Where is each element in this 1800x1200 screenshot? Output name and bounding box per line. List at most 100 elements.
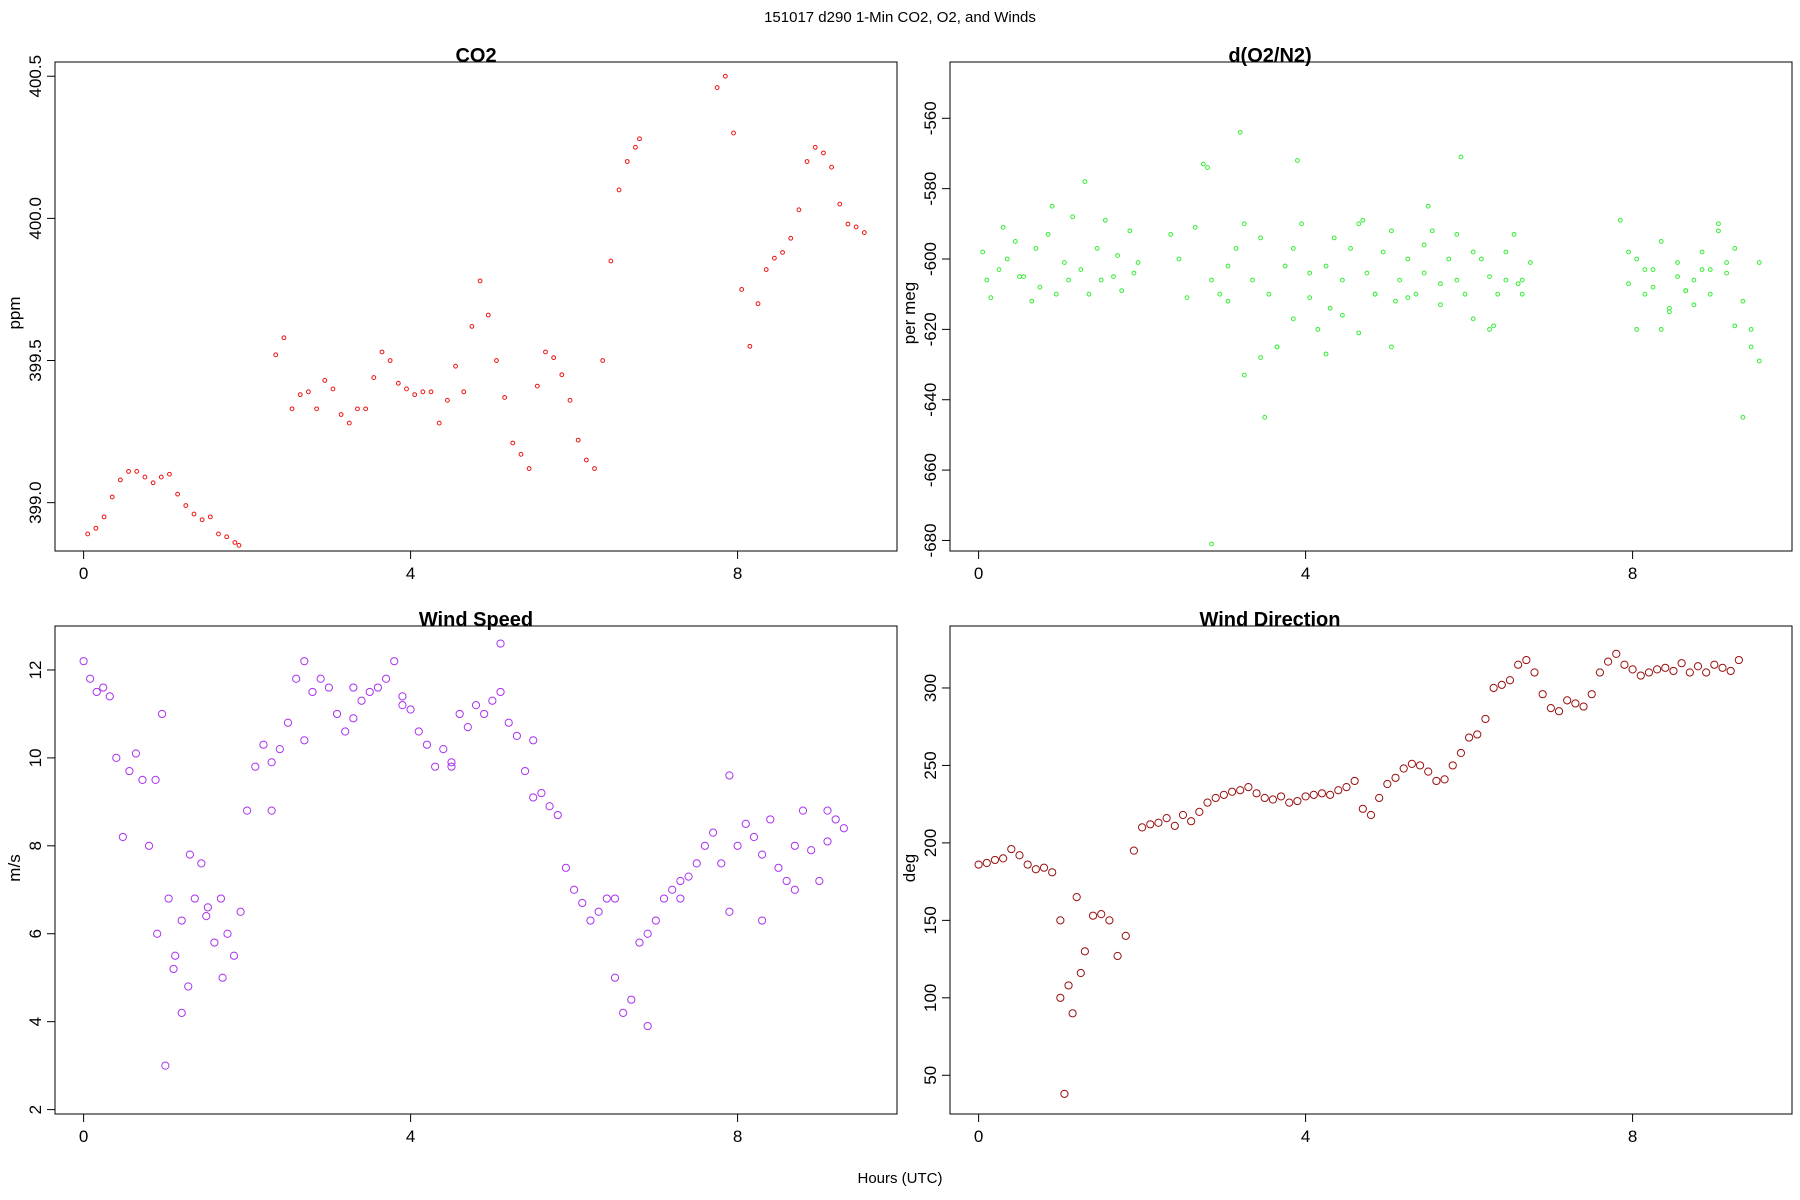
data-point (1358, 804, 1367, 813)
data-point (455, 709, 464, 719)
data-point (469, 324, 475, 329)
data-point (1495, 291, 1501, 297)
data-point (1033, 246, 1039, 251)
data-point (619, 1008, 628, 1017)
data-point (480, 709, 489, 719)
data-point (1082, 179, 1088, 185)
data-point (1088, 911, 1098, 920)
data-point (316, 674, 325, 683)
data-point (1000, 224, 1006, 230)
data-point (692, 859, 701, 868)
data-point (203, 903, 212, 912)
y-tick-label: -620 (921, 312, 940, 346)
data-point (387, 358, 393, 363)
data-point (1070, 214, 1076, 220)
data-point (398, 692, 407, 701)
data-point (1438, 302, 1443, 308)
data-point (1217, 291, 1223, 297)
data-point (1748, 326, 1754, 332)
data-point (1301, 792, 1310, 801)
data-point (1241, 221, 1247, 227)
data-point (210, 938, 219, 947)
data-point (1209, 541, 1214, 547)
data-point (1756, 358, 1762, 364)
data-point (796, 207, 802, 213)
data-point (251, 762, 260, 771)
data-point (431, 762, 440, 771)
data-point (283, 718, 293, 727)
data-point (537, 788, 546, 798)
data-point (1650, 284, 1656, 290)
data-point (1661, 663, 1670, 672)
data-point (1031, 865, 1040, 874)
data-point (1375, 793, 1384, 803)
data-point (338, 412, 344, 417)
data-point (739, 287, 745, 292)
x-tick-label: 0 (974, 564, 983, 583)
data-point (1045, 231, 1051, 237)
data-point (1121, 931, 1130, 940)
data-point (1669, 666, 1678, 676)
data-point (502, 395, 508, 400)
data-point (545, 802, 554, 811)
data-point (236, 542, 242, 548)
data-point (79, 657, 88, 666)
data-point (428, 389, 434, 395)
data-point (1056, 993, 1065, 1002)
data-point (1612, 649, 1621, 658)
data-point (733, 841, 742, 850)
plot-frame-wind-direction (949, 625, 1793, 1115)
data-point (561, 863, 571, 872)
panel-wind-direction: Wind Direction deg 0 4 8 50 100 150 200 250 300 (900, 609, 1793, 1146)
data-point (1530, 668, 1539, 677)
data-point (1102, 217, 1108, 223)
data-point (1064, 981, 1073, 990)
x-tick-label: 4 (1301, 1127, 1310, 1146)
panel-wind-speed: Wind Speed m/s 0 4 8 2 4 6 8 10 12 (5, 609, 898, 1146)
data-point (1356, 330, 1362, 336)
data-point (1519, 277, 1525, 283)
y-tick-label: 10 (26, 748, 45, 767)
data-point (567, 397, 573, 403)
y-tick-label: 300 (921, 674, 940, 702)
data-point (853, 224, 859, 230)
data-point (1628, 665, 1637, 674)
data-point (1252, 789, 1261, 798)
data-point (275, 744, 284, 754)
data-point (529, 736, 538, 745)
data-point (355, 406, 360, 412)
data-point (1515, 281, 1521, 287)
data-point (117, 477, 123, 483)
data-point (1012, 239, 1018, 244)
data-point (398, 701, 407, 710)
data-point (414, 727, 423, 736)
data-point (1448, 761, 1457, 770)
data-point (1425, 203, 1431, 209)
data-point (488, 696, 497, 705)
data-point (218, 973, 227, 982)
data-point (463, 723, 472, 732)
data-point (708, 828, 718, 837)
data-point (1642, 291, 1648, 297)
data-point (1062, 260, 1067, 265)
data-point (804, 159, 810, 164)
data-point (823, 806, 832, 815)
data-point (637, 136, 642, 142)
data-point (1115, 253, 1120, 258)
figure-title: 151017 d290 1-Min CO2, O2, and Winds (764, 9, 1036, 26)
data-point (741, 819, 750, 828)
data-point (1634, 326, 1640, 332)
data-point (1514, 660, 1523, 669)
data-point (1718, 663, 1727, 672)
y-tick-label: 400.0 (26, 197, 45, 240)
data-point (624, 159, 630, 164)
data-point (496, 639, 505, 648)
data-point (232, 540, 238, 545)
data-point (1675, 274, 1680, 279)
y-tick-label: -560 (921, 101, 940, 135)
data-point (223, 929, 232, 938)
data-point (1184, 295, 1190, 301)
data-point (1415, 761, 1425, 770)
data-point (1258, 235, 1264, 241)
data-point (1724, 270, 1730, 276)
